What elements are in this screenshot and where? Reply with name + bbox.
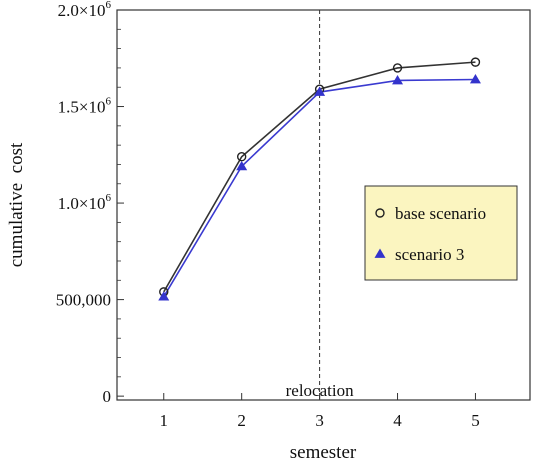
data-point-scenario-3 (314, 86, 326, 96)
y-tick-label: 2.0×106 (58, 0, 112, 20)
data-point-base-scenario (236, 152, 247, 162)
x-axis-label: semester (290, 442, 357, 463)
legend-label: scenario 3 (395, 245, 464, 264)
legend-label: base scenario (395, 204, 486, 223)
y-tick-label-exponent: 6 (106, 0, 112, 11)
y-tick-label-exponent: 6 (106, 96, 112, 108)
data-point-scenario-3 (392, 74, 404, 85)
data-point-base-scenario (392, 63, 403, 73)
y-tick-label-base: 2.0×10 (58, 1, 106, 20)
y-tick-label-base: 500,000 (56, 291, 111, 310)
x-tick-label: 5 (471, 411, 480, 430)
data-point-scenario-3 (236, 160, 248, 171)
x-tick-label: 4 (393, 411, 402, 430)
y-tick-label-base: 1.5×10 (58, 98, 106, 117)
y-tick-label-base: 0 (103, 387, 112, 406)
x-tick-label: 1 (160, 411, 169, 430)
legend-marker-circle (375, 208, 385, 218)
y-tick-label: 0 (103, 387, 112, 406)
plot-frame (116, 9, 531, 401)
legend-box (364, 185, 518, 281)
y-axis-label: cumulative cost (6, 142, 27, 267)
y-tick-label-exponent: 6 (106, 192, 112, 204)
y-tick-label: 1.5×106 (58, 96, 112, 117)
x-tick-label: 2 (237, 411, 246, 430)
data-point-scenario-3 (158, 291, 170, 301)
relocation-label: relocation (286, 381, 354, 400)
y-tick-label-base: 1.0×10 (58, 194, 106, 213)
y-tick-label: 500,000 (56, 291, 111, 310)
legend-marker-triangle (374, 248, 386, 258)
x-tick-label: 3 (315, 411, 324, 430)
y-tick-label: 1.0×106 (58, 192, 112, 213)
data-point-base-scenario (470, 57, 481, 67)
data-point-scenario-3 (469, 74, 481, 84)
